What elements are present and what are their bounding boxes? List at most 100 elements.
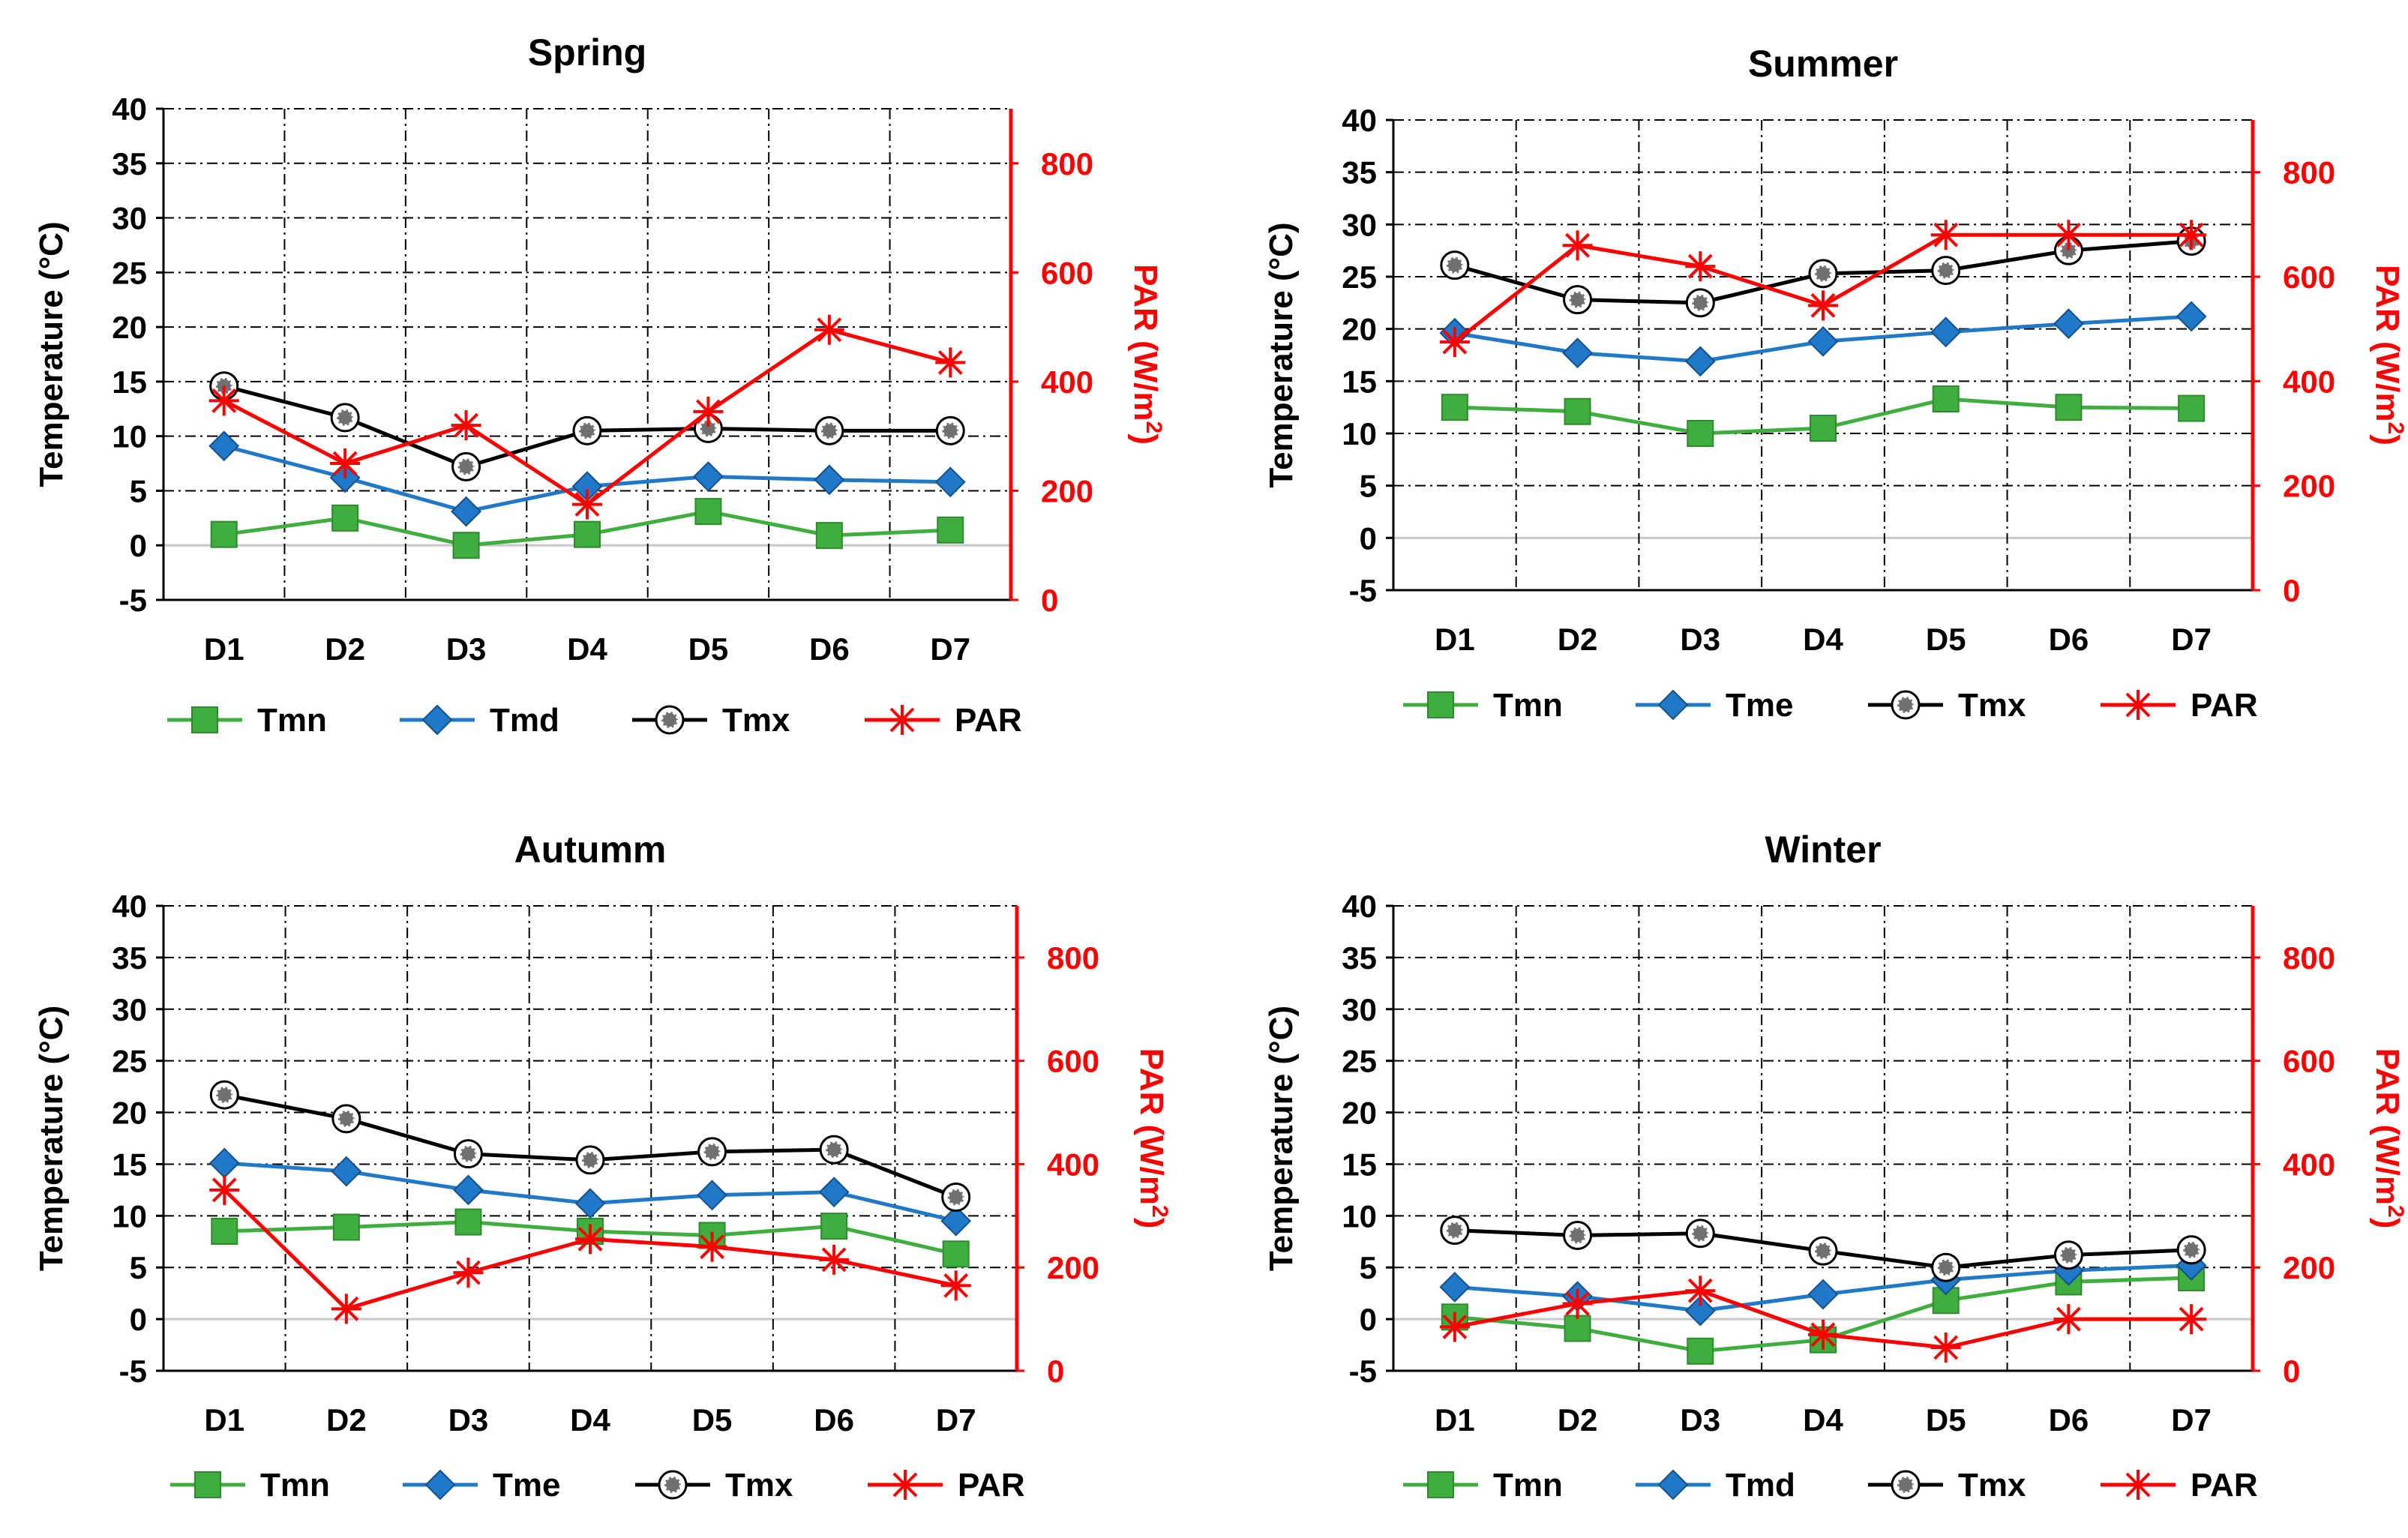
y2-tick-label: 200 [2283, 469, 2335, 504]
data-point-par [331, 1294, 361, 1324]
y2-axis-title: PAR (W/m2) [2369, 265, 2408, 445]
data-point-tmx [575, 1145, 605, 1175]
y-tick-label: 30 [112, 201, 147, 236]
y-tick-label: 20 [112, 1096, 147, 1131]
legend-marker-tmd [421, 704, 453, 736]
data-point-tmx [935, 415, 965, 445]
data-point-par [2053, 1304, 2084, 1335]
data-point-tmx-hatch [2182, 1240, 2202, 1260]
legend-marker-tmn [1427, 1471, 1454, 1498]
data-point-tmx [941, 1183, 971, 1213]
y-tick-label: 40 [1342, 103, 1377, 138]
y-tick-label: -5 [1349, 573, 1377, 608]
y2-tick-label: 200 [2283, 1250, 2335, 1285]
data-point-tme [574, 1188, 606, 1219]
legend-marker-tmx-hatch [663, 1475, 682, 1495]
x-tick-label: D5 [1926, 1402, 1966, 1438]
data-point-par [1685, 1276, 1716, 1306]
data-point-tmn [1687, 1337, 1714, 1365]
legend-label-tmx: Tmx [1958, 1467, 2026, 1504]
y2-tick-label: 200 [1047, 1250, 1099, 1285]
data-point-par [940, 1270, 971, 1301]
data-point-tmn [574, 520, 601, 548]
data-point-tmx-hatch [214, 1085, 235, 1105]
legend-label-tmx: Tmx [722, 702, 790, 739]
series-tme [1439, 301, 2207, 377]
data-point-tmx [1440, 1216, 1470, 1246]
data-point-tmx-hatch [824, 1140, 844, 1160]
y2-axis-title-main: PAR (W/m [2369, 265, 2406, 421]
data-point-tme [2053, 308, 2084, 340]
data-point-par [1808, 290, 1838, 321]
legend: Tmn Tmd Tmx PAR [1403, 1467, 2258, 1504]
data-point-tmx-hatch [577, 421, 597, 441]
y-tick-label: 5 [1360, 1250, 1377, 1285]
y2-tick-label: 400 [2283, 1147, 2335, 1182]
data-point-tmx-hatch [336, 1108, 356, 1129]
data-point-tmx [331, 1104, 361, 1134]
chart-title: Summer [1748, 43, 1898, 85]
y-tick-label: 35 [112, 146, 147, 181]
legend-marker-tme [1657, 689, 1689, 721]
x-tick-label: D7 [936, 1402, 976, 1438]
y2-tick-label: 600 [2283, 1044, 2335, 1079]
data-point-tmn [1564, 397, 1591, 425]
data-point-tmx [814, 415, 844, 445]
x-tick-label: D7 [930, 631, 970, 667]
y-tick-label: 10 [1342, 1198, 1377, 1234]
data-point-par [697, 1231, 727, 1262]
data-point-tmd [1439, 1271, 1471, 1303]
legend-marker-tmx-hatch [660, 710, 679, 730]
y-tick-label: 25 [1342, 1044, 1377, 1079]
data-point-tmx [451, 451, 481, 481]
legend-marker-par [2123, 1470, 2153, 1500]
legend-label-tmn: Tmn [260, 1467, 330, 1504]
data-point-par [935, 347, 966, 378]
data-point-tmd [814, 464, 845, 496]
data-point-tmx [1808, 1236, 1838, 1266]
y2-axis-title-sup: 2 [2383, 422, 2408, 435]
data-point-tme [208, 1147, 240, 1179]
data-point-par [2053, 220, 2084, 250]
data-point-tme [940, 1205, 972, 1237]
y-axis-title: Temperature (°C) [1263, 1006, 1300, 1271]
data-point-tmn [2178, 394, 2206, 422]
y-axis-title: Temperature (°C) [33, 221, 70, 487]
y-tick-label: 30 [112, 992, 147, 1027]
data-point-tmx-hatch [1813, 1241, 1833, 1261]
data-point-par [1439, 1312, 1470, 1342]
chart-title: Winter [1765, 829, 1881, 871]
legend-marker-tmx-hatch [1896, 695, 1915, 715]
y-tick-label: 25 [112, 1044, 147, 1079]
y-axis-title: Temperature (°C) [1263, 222, 1300, 487]
data-point-tme [453, 1174, 484, 1206]
data-point-tmd [934, 466, 966, 498]
x-tick-label: D3 [1680, 1402, 1720, 1438]
legend-marker-par [2123, 690, 2153, 720]
y2-axis-title-main: PAR (W/m [1133, 1048, 1170, 1205]
y-tick-label: 15 [112, 1147, 147, 1182]
legend-label-tmx: Tmx [725, 1467, 793, 1504]
x-tick-label: D4 [567, 631, 607, 667]
data-point-par [693, 396, 724, 427]
data-point-tmx-hatch [1813, 263, 1833, 283]
series-tmx [209, 1080, 971, 1213]
y2-tick-label: 800 [2283, 940, 2335, 976]
legend: Tmn Tmd Tmx PAR [167, 702, 1022, 739]
data-point-tmn [937, 516, 964, 544]
data-point-tmx-hatch [458, 1144, 478, 1164]
series-tmx [1440, 226, 2206, 318]
x-tick-label: D3 [446, 631, 487, 667]
y-tick-label: 20 [112, 310, 147, 345]
y2-tick-label: 0 [1047, 1354, 1064, 1389]
y-tick-label: 20 [1342, 312, 1377, 347]
legend-marker-tmn [191, 706, 218, 733]
data-point-tmx [1808, 259, 1838, 289]
x-tick-label: D4 [1803, 622, 1843, 657]
x-tick-label: D3 [448, 1402, 489, 1438]
x-tick-label: D4 [570, 1402, 610, 1438]
data-point-tmn [1932, 385, 1960, 413]
data-point-par [575, 1224, 605, 1255]
legend-label-tme: Tme [1726, 687, 1793, 724]
data-point-par [1685, 251, 1716, 282]
